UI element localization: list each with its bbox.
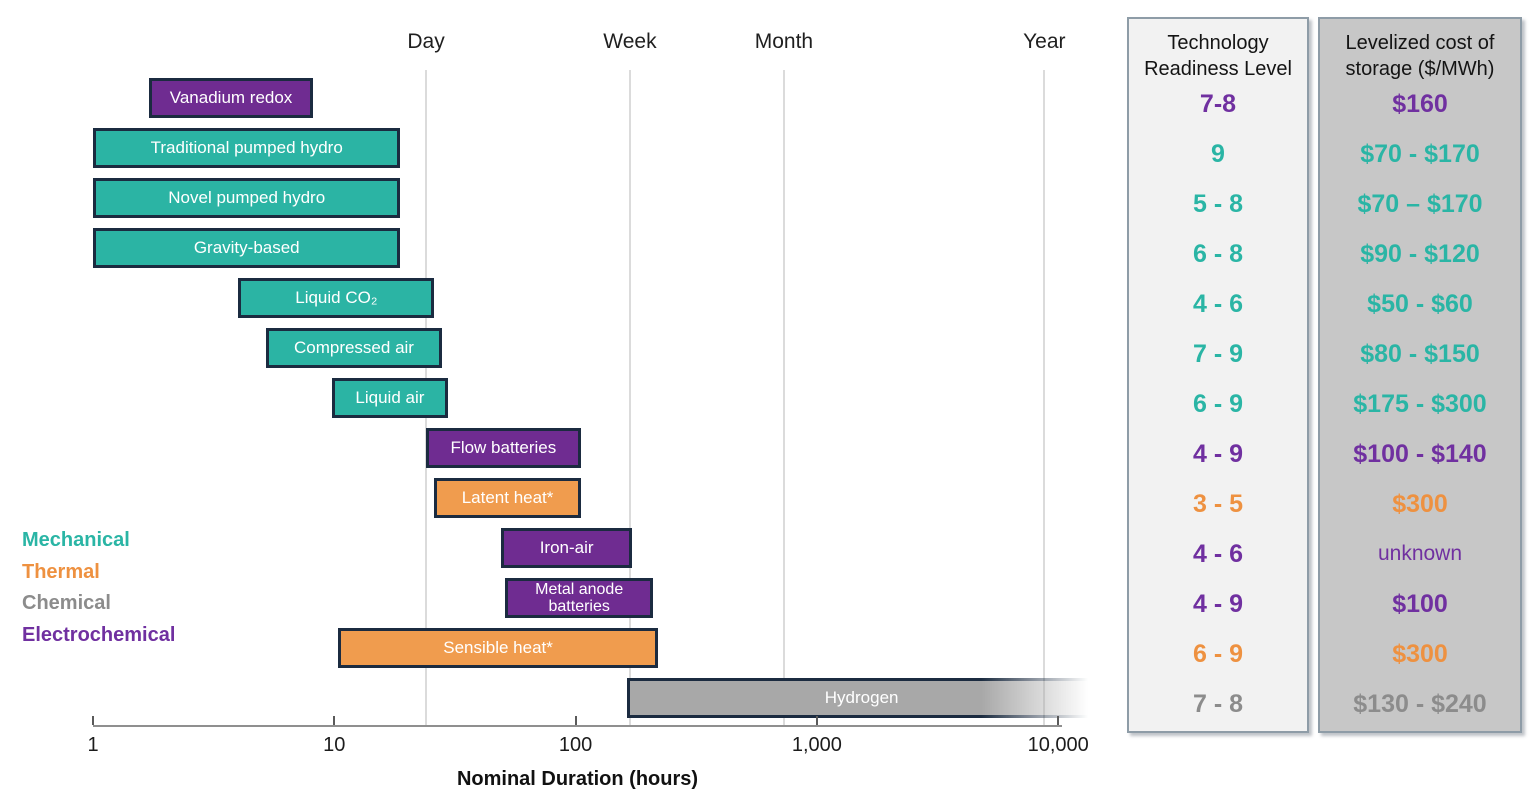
x-axis-line (93, 725, 1062, 727)
trl-value-flow-batteries: 4 - 9 (1192, 439, 1244, 468)
cost-value-sensible-heat: $300 (1392, 639, 1448, 668)
trl-value-traditional-pumped-hydro: 9 (1211, 139, 1225, 168)
gridline-week (628, 70, 631, 726)
trl-value-liquid-air: 6 - 9 (1192, 389, 1244, 418)
cost-value-hydrogen: $130 - $240 (1353, 689, 1487, 718)
bar-label: Flow batteries (450, 437, 557, 457)
trl-value-compressed-air: 7 - 9 (1192, 339, 1244, 368)
cost-value-novel-pumped-hydro: $70 – $170 (1357, 189, 1483, 218)
cost-panel-header: Levelized cost of storage ($/MWh) (1345, 32, 1495, 80)
cost-panel: Levelized cost of storage ($/MWh) $160 $7… (1318, 17, 1522, 733)
gridline-month (782, 70, 785, 726)
bar-metal-anode-batteries: Metal anode batteries (505, 578, 654, 618)
bar-vanadium-redox: Vanadium redox (148, 78, 314, 118)
bar-iron-air: Iron-air (500, 528, 633, 568)
bar-liquid-co: Liquid CO₂ (238, 278, 435, 318)
axis-tick-label-1: 1 (87, 734, 99, 756)
axis-tick-label-1-000: 1,000 (791, 734, 842, 756)
bar-label: Vanadium redox (169, 87, 293, 107)
time-marker-label-week: Week (603, 30, 657, 53)
trl-panel-header: Technology Readiness Level (1144, 32, 1292, 80)
bar-sensible-heat: Sensible heat* (338, 628, 658, 668)
axis-tick-label-100: 100 (558, 734, 593, 756)
trl-value-hydrogen: 7 - 8 (1192, 689, 1244, 718)
bar-label: Metal anode batteries (535, 580, 624, 615)
trl-value-latent-heat: 3 - 5 (1192, 489, 1244, 518)
trl-value-novel-pumped-hydro: 5 - 8 (1192, 189, 1244, 218)
cost-value-vanadium-redox: $160 (1392, 89, 1448, 118)
trl-panel: Technology Readiness Level 7-8 9 5 - 8 6 - … (1127, 17, 1309, 733)
axis-tick-100 (574, 716, 577, 725)
cost-value-liquid-air: $175 - $300 (1353, 389, 1487, 418)
bar-label: Latent heat* (461, 487, 554, 507)
bar-label: Sensible heat* (443, 637, 553, 657)
trl-value-metal-anode-batteries: 4 - 9 (1192, 589, 1244, 618)
trl-value-vanadium-redox: 7-8 (1199, 89, 1237, 118)
bar-hydrogen: Hydrogen (626, 678, 1094, 718)
cost-value-traditional-pumped-hydro: $70 - $170 (1360, 139, 1480, 168)
bar-label: Hydrogen (824, 687, 899, 707)
bar-label: Liquid CO₂ (295, 287, 378, 307)
cost-value-flow-batteries: $100 - $140 (1353, 439, 1487, 468)
time-marker-label-day: Day (407, 30, 445, 53)
cost-value-latent-heat: $300 (1392, 489, 1448, 518)
legend-item-chemical: Chemical (22, 592, 111, 614)
bar-label: Iron-air (539, 537, 594, 557)
x-axis-title: Nominal Duration (hours) (456, 768, 699, 790)
bar-traditional-pumped-hydro: Traditional pumped hydro (93, 128, 401, 168)
cost-value-gravity-based: $90 - $120 (1360, 239, 1480, 268)
bar-label: Traditional pumped hydro (150, 137, 343, 157)
trl-value-gravity-based: 6 - 8 (1192, 239, 1244, 268)
axis-tick-10 (333, 716, 336, 725)
legend-item-thermal: Thermal (22, 561, 100, 583)
trl-value-sensible-heat: 6 - 9 (1192, 639, 1244, 668)
bar-compressed-air: Compressed air (265, 328, 443, 368)
bar-label: Compressed air (293, 337, 414, 357)
axis-tick-10-000 (1057, 716, 1060, 725)
axis-tick-label-10: 10 (323, 734, 346, 756)
axis-tick-1-000 (815, 716, 818, 725)
trl-value-iron-air: 4 - 6 (1192, 539, 1244, 568)
time-marker-label-year: Year (1023, 30, 1066, 53)
axis-tick-label-10-000: 10,000 (1027, 734, 1089, 756)
cost-value-liquid-co: $50 - $60 (1367, 289, 1473, 318)
bar-latent-heat: Latent heat* (434, 478, 581, 518)
bar-liquid-air: Liquid air (332, 378, 448, 418)
bar-flow-batteries: Flow batteries (426, 428, 581, 468)
bar-novel-pumped-hydro: Novel pumped hydro (93, 178, 401, 218)
legend-item-mechanical: Mechanical (22, 529, 130, 551)
gridline-year (1043, 70, 1046, 726)
bar-label: Gravity-based (193, 237, 300, 257)
bar-label: Liquid air (355, 387, 425, 407)
cost-value-metal-anode-batteries: $100 (1392, 589, 1448, 618)
time-marker-label-month: Month (754, 30, 814, 53)
trl-value-liquid-co: 4 - 6 (1192, 289, 1244, 318)
bar-gravity-based: Gravity-based (93, 228, 401, 268)
bar-label: Novel pumped hydro (168, 187, 326, 207)
axis-tick-1 (92, 716, 94, 725)
cost-value-iron-air: unknown (1377, 542, 1463, 565)
cost-value-compressed-air: $80 - $150 (1360, 339, 1480, 368)
legend-item-electrochemical: Electrochemical (22, 624, 176, 646)
